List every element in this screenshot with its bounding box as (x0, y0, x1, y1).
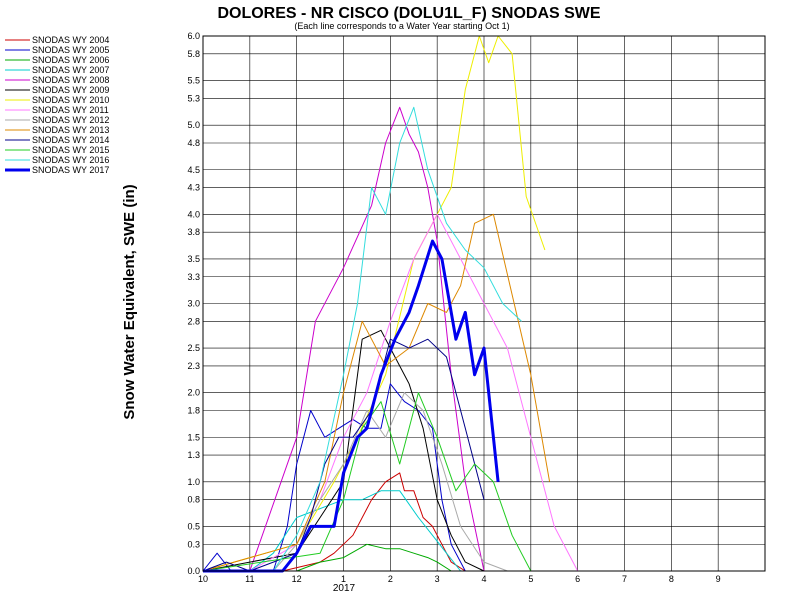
legend-entry: SNODAS WY 2007 (32, 65, 109, 75)
legend-entry: SNODAS WY 2005 (32, 45, 109, 55)
y-tick-label: 0.8 (187, 495, 200, 505)
legend-entry: SNODAS WY 2009 (32, 85, 109, 95)
x-tick-label: 1 (341, 574, 346, 584)
y-tick-label: 2.8 (187, 316, 200, 326)
legend-entry: SNODAS WY 2006 (32, 55, 109, 65)
series-lines (202, 35, 579, 573)
x-tick-label: 4 (481, 574, 486, 584)
legend-entry: SNODAS WY 2014 (32, 135, 109, 145)
chart-title: DOLORES - NR CISCO (DOLU1L_F) SNODAS SWE (217, 5, 600, 22)
y-tick-label: 1.3 (187, 450, 200, 460)
y-tick-label: 6.0 (187, 31, 200, 41)
chart-subtitle: (Each line corresponds to a Water Year s… (294, 21, 509, 31)
series-line-snodas-wy-2009 (202, 329, 485, 572)
y-tick-label: 3.0 (187, 299, 200, 309)
legend-entry: SNODAS WY 2010 (32, 95, 109, 105)
legend-entry: SNODAS WY 2015 (32, 145, 109, 155)
y-tick-label: 3.5 (187, 254, 200, 264)
y-tick-label: 0.5 (187, 521, 200, 531)
series-line-snodas-wy-2008 (203, 106, 485, 572)
y-tick-label: 4.8 (187, 138, 200, 148)
x-tick-label: 5 (528, 574, 533, 584)
y-tick-label: 1.0 (187, 477, 200, 487)
y-tick-label: 5.0 (187, 120, 200, 130)
y-tick-label: 5.8 (187, 49, 200, 59)
y-tick-label: 0.3 (187, 539, 200, 549)
x-tick-label: 6 (575, 574, 580, 584)
y-tick-label: 5.3 (187, 93, 200, 103)
series-line-snodas-wy-2014 (202, 338, 485, 572)
x-tick-label: 7 (622, 574, 627, 584)
legend-entry: SNODAS WY 2017 (32, 165, 109, 175)
y-tick-label: 0.0 (187, 566, 200, 576)
x-tick-label: 12 (292, 574, 302, 584)
y-axis-label: Snow Water Equivalent, SWE (in) (121, 184, 138, 419)
y-tick-label: 3.8 (187, 227, 200, 237)
x-tick-label: 11 (245, 574, 254, 584)
x-tick-label: 2 (388, 574, 393, 584)
x-tick-labels: 10 11 12 1 2 3 4 5 6 7 8 9 (198, 574, 721, 584)
series-line-snodas-wy-2006 (203, 543, 484, 572)
y-tick-label: 1.5 (187, 432, 200, 442)
y-tick-label: 2.0 (187, 388, 200, 398)
y-tick-label: 4.5 (187, 165, 200, 175)
y-tick-label: 5.5 (187, 76, 200, 86)
series-line-snodas-wy-2005 (202, 383, 484, 572)
y-tick-label: 2.3 (187, 361, 200, 371)
y-tick-label: 3.3 (187, 272, 200, 282)
x-year-label: 2017 (333, 583, 356, 594)
legend-entry: SNODAS WY 2016 (32, 155, 109, 165)
y-tick-labels: 0.0 0.3 0.5 0.8 1.0 1.3 1.5 1.8 2.0 2.3 2.5 2.8 3.0 3… (187, 31, 200, 576)
y-tick-label: 4.3 (187, 183, 200, 193)
y-tick-label: 1.8 (187, 406, 200, 416)
series-line-snodas-wy-2015 (202, 392, 532, 572)
series-line-snodas-wy-2017 (203, 239, 500, 573)
legend-entry: SNODAS WY 2013 (32, 125, 109, 135)
y-tick-label: 4.0 (187, 209, 200, 219)
x-tick-label: 8 (669, 574, 674, 584)
plot-frame (202, 35, 766, 572)
x-tick-label: 10 (198, 574, 208, 584)
legend-entry: SNODAS WY 2012 (32, 115, 109, 125)
legend-entry: SNODAS WY 2011 (32, 105, 109, 115)
x-tick-label: 3 (435, 574, 440, 584)
legend-entry: SNODAS WY 2008 (32, 75, 109, 85)
series-line-snodas-wy-2016 (203, 106, 522, 572)
y-tick-label: 2.5 (187, 343, 200, 353)
series-line-snodas-wy-2007 (203, 490, 484, 572)
legend-entry: SNODAS WY 2004 (32, 35, 109, 45)
x-tick-label: 9 (716, 574, 721, 584)
